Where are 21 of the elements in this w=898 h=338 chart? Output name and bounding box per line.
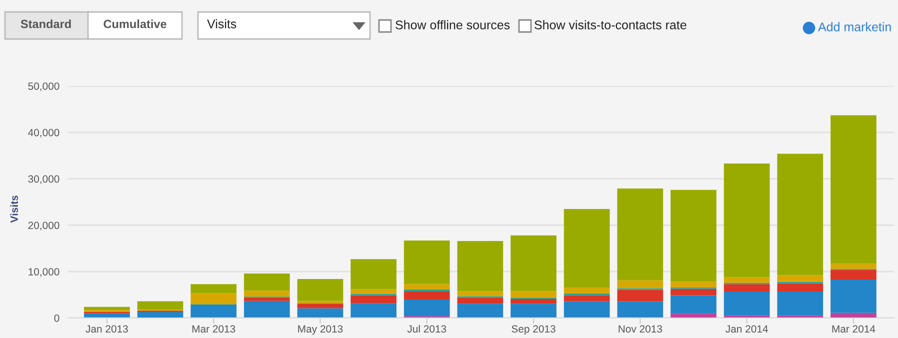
- x-tick-label: Jul 2013: [407, 324, 446, 333]
- text: Add marketin: [818, 22, 891, 32]
- y-tick-label: 40,000: [28, 128, 60, 138]
- x-tick-label: May 2013: [298, 325, 343, 335]
- y-tick-label: 20,000: [28, 222, 60, 230]
- y-axis-title: Visits: [10, 196, 18, 223]
- y-tick-label: 50,000: [28, 82, 60, 92]
- text: Cumulative: [104, 20, 166, 28]
- text: Show offline sources: [396, 20, 510, 30]
- text: Show visits-to-contacts rate: [534, 20, 686, 30]
- x-tick-label: Jan 2013: [86, 325, 128, 333]
- text: Standard: [20, 20, 71, 28]
- x-tick-label: Mar 2013: [192, 325, 236, 333]
- y-tick-label: 0: [54, 314, 60, 322]
- x-tick-label: Jan 2014: [726, 325, 768, 333]
- x-tick-label: Nov 2013: [618, 325, 662, 333]
- x-tick-label: Mar 2014: [832, 325, 876, 333]
- x-tick-label: Sep 2013: [512, 325, 556, 335]
- y-tick-label: 30,000: [28, 175, 60, 184]
- y-tick-label: 10,000: [28, 268, 60, 277]
- text: Visits: [207, 19, 236, 28]
